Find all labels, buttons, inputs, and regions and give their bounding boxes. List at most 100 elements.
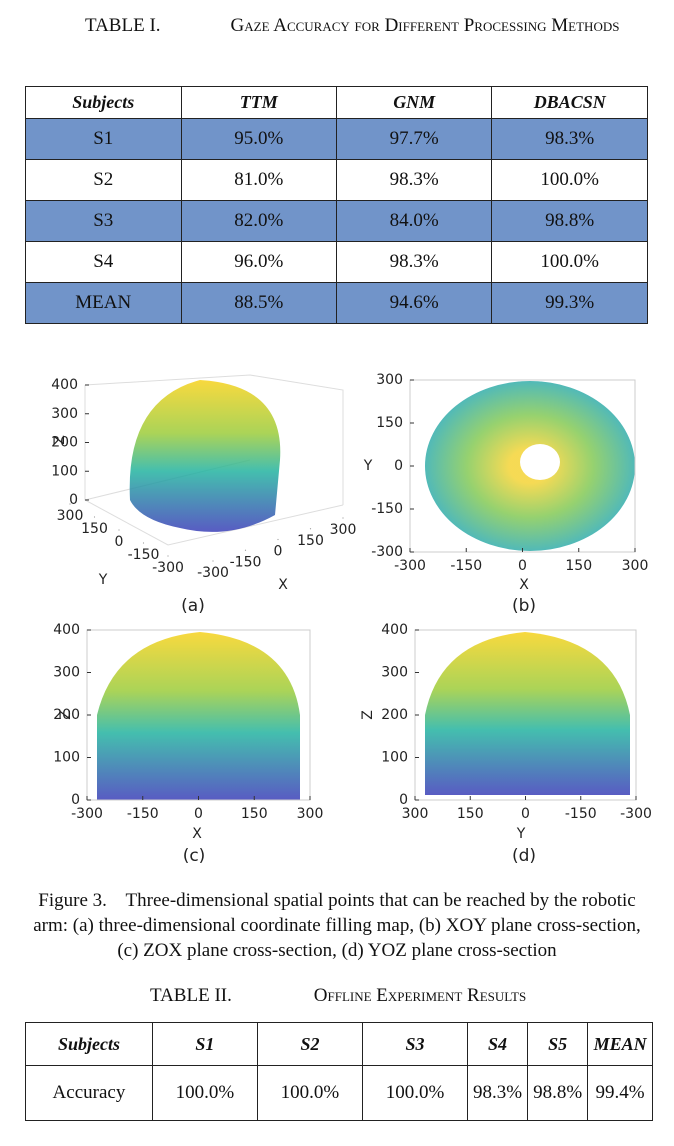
tick-label: 300 — [402, 806, 429, 822]
tick-label: 0 — [518, 558, 527, 574]
tick-label: 150 — [457, 806, 484, 822]
table2: Subjects S1 S2 S3 S4 S5 MEAN Accuracy 100.0% 100.… — [25, 1022, 653, 1121]
table-cell: 82.0% — [180, 200, 337, 242]
table-row: S3 82.0% 84.0% 98.8% — [25, 200, 648, 242]
axis-label: Y — [98, 572, 108, 588]
table-title: Gaze Accuracy for Different Processing M… — [230, 15, 620, 36]
axis-label: Y — [363, 458, 373, 474]
tick-label: 400 — [51, 377, 78, 393]
tick-mark — [167, 555, 169, 557]
tick-label: 300 — [330, 522, 357, 538]
table-label: TABLE II. — [150, 985, 232, 1006]
tick-label: 300 — [297, 806, 324, 822]
table-cell: 98.3% — [335, 159, 493, 201]
tick-mark — [69, 503, 71, 505]
axis-label: X — [519, 577, 529, 593]
tick-label: 0 — [521, 806, 530, 822]
tick-label: 0 — [69, 492, 78, 508]
table-cell: 94.6% — [335, 282, 493, 324]
tick-label: 200 — [53, 707, 80, 723]
tick-mark — [244, 549, 247, 551]
tick-label: -150 — [450, 558, 482, 574]
header-cell: MEAN — [587, 1022, 653, 1066]
tick-label: 150 — [297, 533, 324, 549]
tick-mark — [142, 542, 145, 544]
point-cloud — [425, 632, 630, 795]
tick-label: 300 — [376, 372, 403, 388]
tick-label: -150 — [230, 554, 262, 570]
table-cell: 98.3% — [467, 1065, 529, 1121]
axis-label: X — [278, 577, 288, 593]
table-cell: 88.5% — [180, 282, 337, 324]
table-cell: MEAN — [25, 282, 182, 324]
tick-mark — [118, 529, 120, 531]
header-row: Subjects S1 S2 S3 S4 S5 MEAN — [25, 1022, 653, 1066]
tick-label: -300 — [371, 544, 403, 560]
tick-label: -300 — [394, 558, 426, 574]
point-cloud — [129, 380, 281, 532]
axis-label: Z — [360, 710, 376, 720]
panel-label: (a) — [181, 596, 205, 616]
tick-label: -150 — [128, 547, 160, 563]
tick-label: 150 — [81, 521, 108, 537]
tick-label: 0 — [115, 534, 124, 550]
table-row: Accuracy 100.0% 100.0% 100.0% 98.3% 98.8% 99.4… — [25, 1065, 653, 1121]
tick-label: 0 — [194, 806, 203, 822]
table-cell: 95.0% — [180, 118, 337, 160]
tick-label: 400 — [381, 622, 408, 638]
tick-mark — [93, 516, 96, 518]
tick-label: -150 — [565, 806, 597, 822]
table-cell: 98.8% — [491, 200, 648, 242]
tick-label: -150 — [371, 501, 403, 517]
tick-mark — [277, 538, 279, 541]
tick-label: 300 — [57, 508, 84, 524]
table-label: TABLE I. — [85, 15, 161, 36]
tick-label: 150 — [376, 415, 403, 431]
panel-label: (b) — [512, 596, 536, 616]
table-cell: 96.0% — [180, 241, 337, 283]
tick-mark — [309, 528, 312, 530]
header-cell: DBACSN — [491, 86, 648, 119]
tick-label: -300 — [197, 565, 229, 581]
table-cell: S3 — [25, 200, 182, 242]
tick-label: 100 — [381, 750, 408, 766]
tick-label: -150 — [127, 806, 159, 822]
panel-label: (d) — [512, 846, 536, 866]
table-cell: 100.0% — [491, 159, 648, 201]
tick-label: -300 — [152, 560, 184, 576]
tick-label: 0 — [274, 544, 283, 560]
table-cell: 99.3% — [491, 282, 648, 324]
header-cell: S4 — [467, 1022, 529, 1066]
tick-mark — [342, 517, 344, 519]
axis-label: Y — [516, 826, 526, 842]
table-cell: 99.4% — [587, 1065, 653, 1121]
header-cell: S5 — [527, 1022, 589, 1066]
point-cloud — [425, 381, 635, 551]
table-row: S1 95.0% 97.7% 98.3% — [25, 118, 648, 160]
axis-label: Z — [52, 435, 68, 445]
table-cell: 98.3% — [335, 241, 493, 283]
figure: (a)Z0100200300400Y-300-1500150300X-300-1… — [51, 372, 652, 866]
table-cell: S4 — [25, 241, 182, 283]
tick-label: 300 — [622, 558, 649, 574]
axis-label: Z — [58, 710, 74, 720]
header-cell: Subjects — [25, 86, 182, 119]
table-cell: 100.0% — [256, 1065, 363, 1121]
axis-label: X — [192, 826, 202, 842]
table-cell: 100.0% — [151, 1065, 258, 1121]
table-cell: 100.0% — [361, 1065, 469, 1121]
table-cell: 98.8% — [527, 1065, 589, 1121]
tick-label: 400 — [53, 622, 80, 638]
tick-mark — [212, 560, 214, 562]
table1: Subjects TTM GNM DBACSN S1 95.0% 97.7% 98.3% S2 8… — [25, 86, 648, 324]
header-cell: S3 — [361, 1022, 469, 1066]
table-row: MEAN 88.5% 94.6% 99.3% — [25, 282, 648, 324]
figure-caption: Figure 3. Three-dimensional spatial poin… — [33, 890, 646, 961]
table-cell: 97.7% — [335, 118, 493, 160]
tick-label: -300 — [71, 806, 103, 822]
table-cell: S1 — [25, 118, 182, 160]
tick-label: -300 — [620, 806, 652, 822]
tick-label: 300 — [381, 665, 408, 681]
point-cloud — [97, 632, 300, 800]
tick-label: 100 — [53, 750, 80, 766]
